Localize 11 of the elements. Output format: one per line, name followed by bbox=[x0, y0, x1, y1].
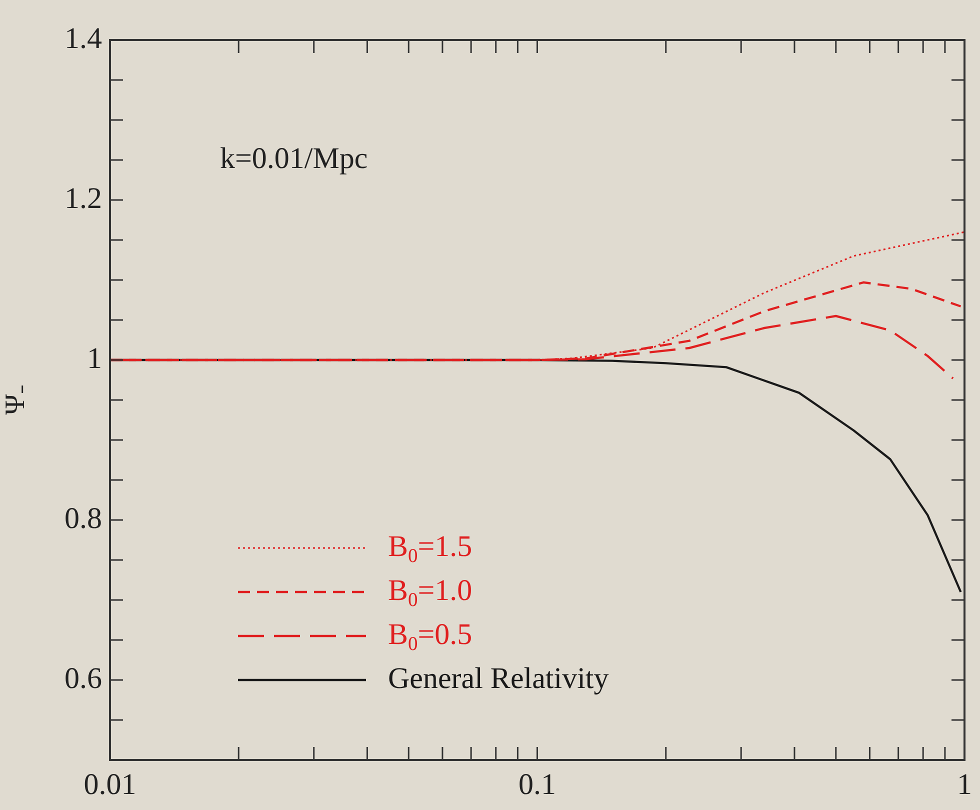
y-axis-title: Ψ₋ bbox=[0, 385, 32, 415]
y-tick-label: 0.6 bbox=[64, 662, 102, 695]
x-tick-label: 0.1 bbox=[518, 768, 556, 801]
y-tick-label: 1.4 bbox=[64, 22, 102, 55]
legend-label: General Relativity bbox=[388, 662, 609, 695]
annotation: k=0.01/Mpc bbox=[220, 142, 368, 175]
y-tick-label: 1.2 bbox=[64, 182, 102, 215]
y-tick-label: 1 bbox=[87, 342, 102, 375]
y-tick-label: 0.8 bbox=[64, 502, 102, 535]
x-tick-label: 0.01 bbox=[84, 768, 136, 801]
x-tick-label: 1 bbox=[957, 768, 972, 801]
